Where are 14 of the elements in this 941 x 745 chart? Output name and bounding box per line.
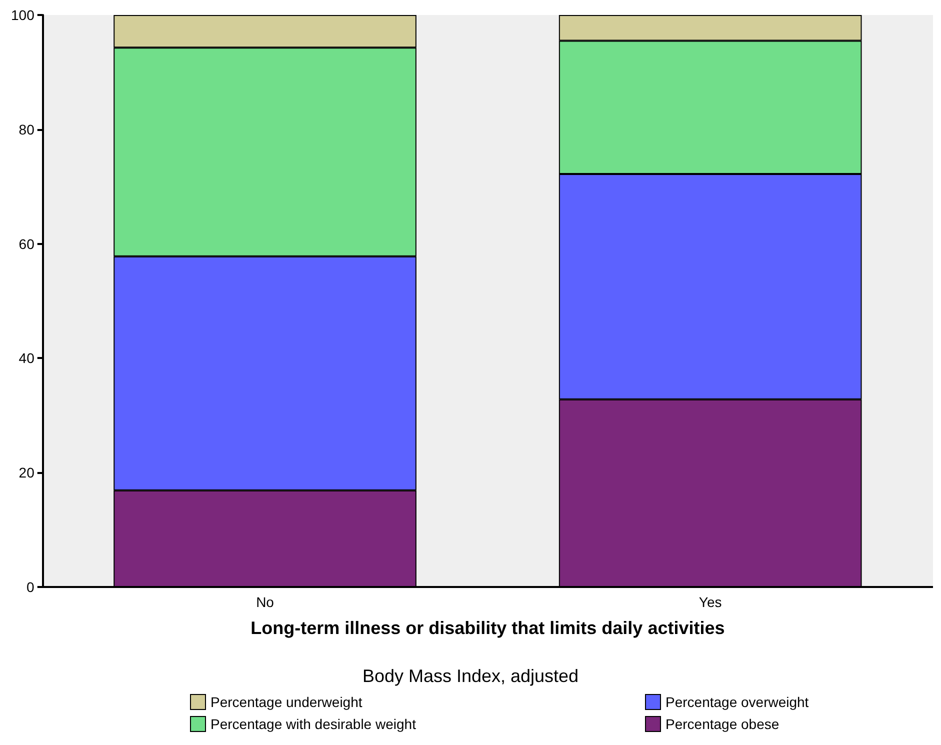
y-tick-label: 40 [18, 350, 35, 366]
legend-label: Percentage with desirable weight [210, 716, 416, 732]
x-tick-label: No [256, 594, 274, 610]
y-tick-label: 60 [18, 236, 35, 252]
legend-title: Body Mass Index, adjusted [362, 666, 579, 686]
y-tick-label: 0 [26, 579, 35, 595]
legend-label: Percentage obese [666, 716, 780, 732]
y-tick-label: 20 [18, 464, 35, 481]
y-tick-label: 80 [18, 121, 35, 138]
legend-label: Percentage underweight [210, 694, 362, 710]
x-axis-title: Long-term illness or disability that limits daily activities [250, 618, 725, 638]
x-tick-label: Yes [698, 594, 722, 610]
legend-label: Percentage overweight [666, 694, 809, 710]
y-tick-label: 100 [11, 7, 35, 23]
